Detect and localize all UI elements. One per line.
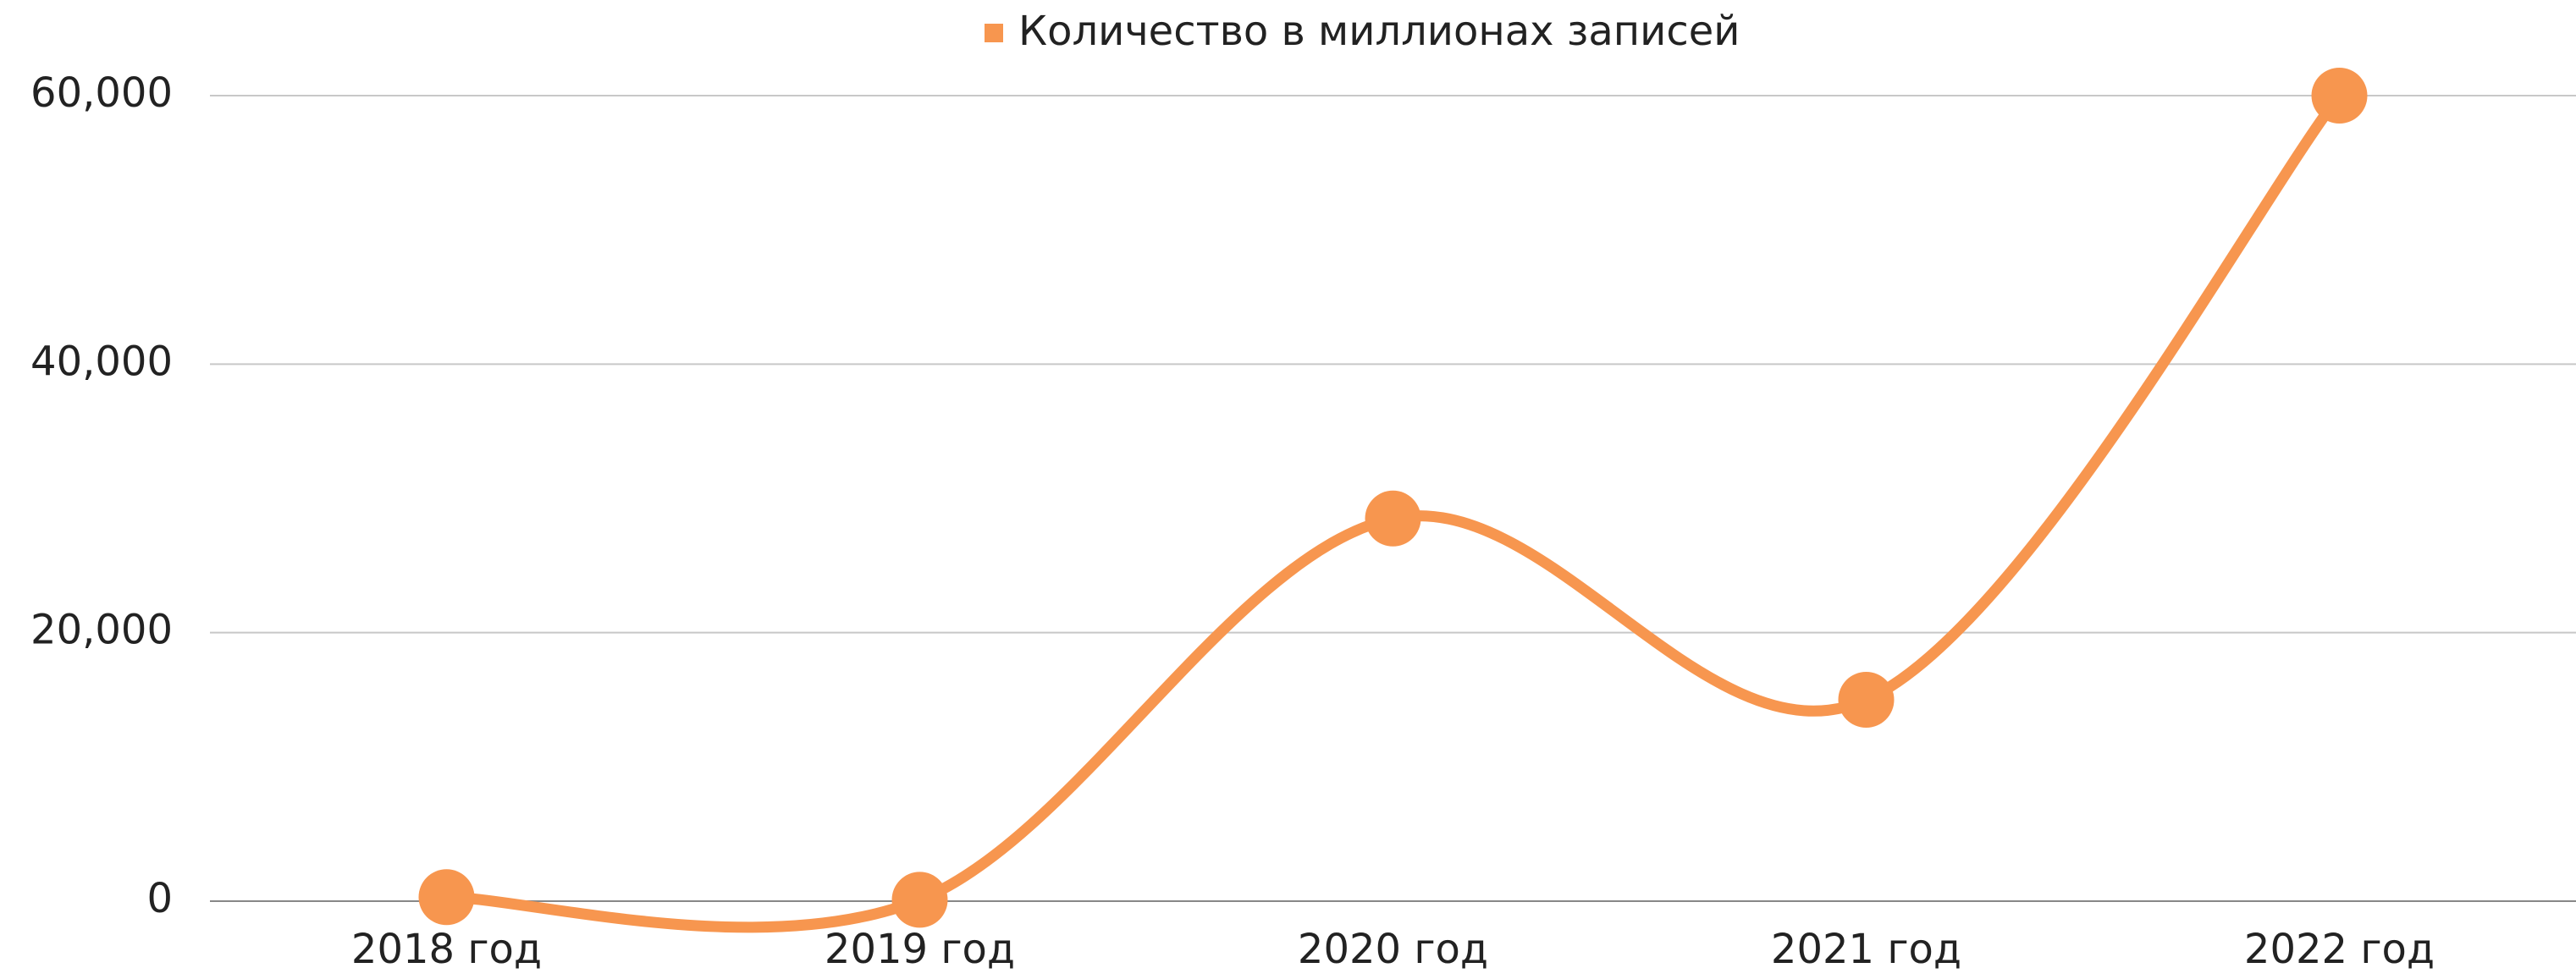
y-tick-label: 20,000 (30, 607, 173, 654)
x-tick-label: 2019 год (825, 926, 1015, 973)
x-tick-label: 2021 год (1771, 926, 1961, 973)
legend-label: Количество в миллионах записей (1018, 8, 1740, 55)
y-tick-label: 0 (146, 875, 173, 922)
line (441, 90, 2345, 933)
x-tick-label: 2020 год (1298, 926, 1488, 973)
point (1365, 490, 1421, 547)
point (1838, 672, 1895, 728)
point (891, 872, 948, 928)
x-tick-label: 2018 год (351, 926, 542, 973)
point (2311, 68, 2368, 124)
legend-marker (985, 24, 1003, 42)
y-tick-label: 40,000 (30, 338, 173, 385)
y-tick-label: 60,000 (30, 69, 173, 117)
x-tick-label: 2022 год (2244, 926, 2435, 973)
point (418, 869, 475, 926)
